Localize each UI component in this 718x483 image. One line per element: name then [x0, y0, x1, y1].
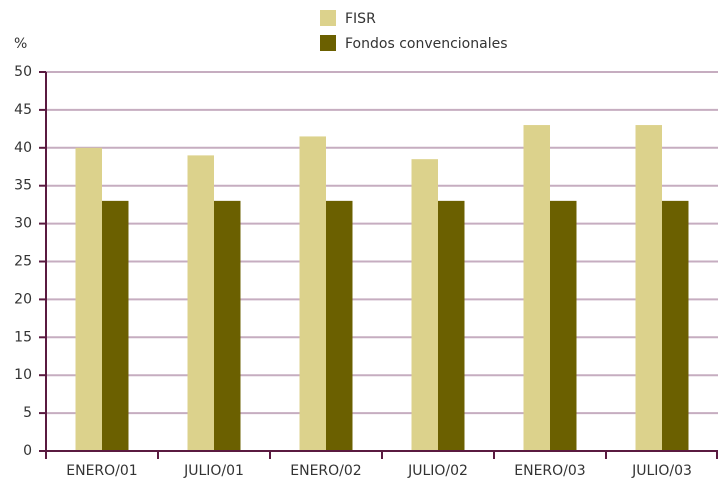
y-tick-label: 0 [23, 443, 32, 459]
y-tick-label: 10 [14, 367, 32, 383]
bar [550, 200, 577, 451]
bar [438, 200, 465, 451]
bar [411, 159, 438, 452]
legend-label: FISR [345, 11, 376, 27]
y-tick-label: 35 [14, 178, 32, 194]
y-axis-label: % [14, 36, 27, 52]
y-tick-label: 15 [14, 329, 32, 345]
y-tick-label: 45 [14, 102, 32, 118]
y-tick-label: 50 [14, 64, 32, 80]
bar [214, 200, 241, 451]
x-tick-label: JULIO/03 [631, 463, 692, 479]
bar [523, 125, 550, 451]
legend-swatch [320, 35, 336, 51]
bar [326, 200, 353, 451]
y-tick-label: 30 [14, 216, 32, 232]
bar [102, 200, 129, 451]
x-tick-label: ENERO/01 [66, 463, 137, 479]
legend-label: Fondos convencionales [345, 36, 508, 52]
legend-swatch [320, 10, 336, 26]
x-tick-label: JULIO/02 [407, 463, 468, 479]
y-tick-label: 5 [23, 405, 32, 421]
x-tick-label: JULIO/01 [183, 463, 244, 479]
bar [662, 200, 689, 451]
bar [75, 147, 102, 452]
bar [299, 136, 326, 451]
bar [635, 125, 662, 451]
x-tick-label: ENERO/02 [290, 463, 361, 479]
y-tick-label: 25 [14, 254, 32, 270]
bar [187, 155, 214, 451]
y-tick-label: 20 [14, 291, 32, 307]
y-tick-label: 40 [14, 140, 32, 156]
x-tick-label: ENERO/03 [514, 463, 585, 479]
